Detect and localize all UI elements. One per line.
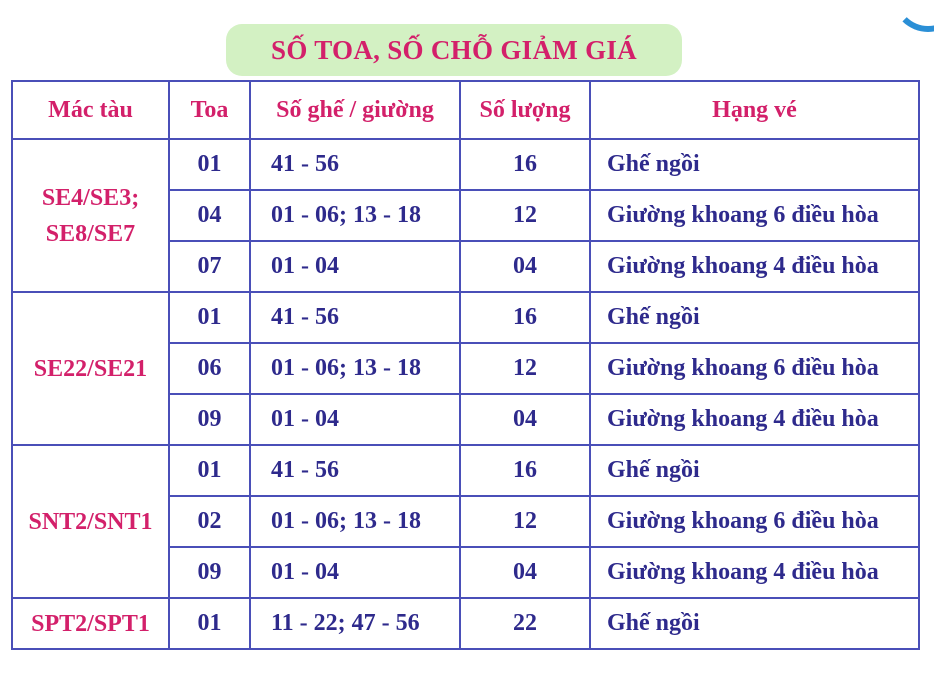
toa-cell: 02 bbox=[168, 495, 251, 548]
table-row: SNT2/SNT1 01 41 - 56 16 Ghế ngồi bbox=[11, 444, 920, 599]
qty-cell: 12 bbox=[459, 189, 591, 242]
qty-cell: 22 bbox=[459, 597, 591, 650]
table-row: 09 01 - 04 04 Giường khoang 4 điều hòa bbox=[12, 393, 920, 446]
train-code-cell: SE4/SE3; SE8/SE7 bbox=[11, 138, 170, 293]
table-row: SE4/SE3; SE8/SE7 01 41 - 56 16 Ghế ngồi bbox=[11, 138, 920, 293]
class-cell: Ghế ngồi bbox=[589, 138, 920, 191]
class-cell: Giường khoang 6 điều hòa bbox=[589, 342, 920, 395]
header-toa: Toa bbox=[168, 80, 251, 140]
toa-cell: 06 bbox=[168, 342, 251, 395]
table-row: 09 01 - 04 04 Giường khoang 4 điều hòa bbox=[12, 546, 920, 599]
seats-cell: 01 - 04 bbox=[249, 240, 461, 293]
header-qty: Số lượng bbox=[459, 80, 591, 140]
seats-cell: 01 - 06; 13 - 18 bbox=[249, 189, 461, 242]
table-header-row: Mác tàu Toa Số ghế / giường Số lượng Hạn… bbox=[11, 80, 920, 140]
seats-cell: 41 - 56 bbox=[249, 138, 461, 191]
header-seats: Số ghế / giường bbox=[249, 80, 461, 140]
class-cell: Giường khoang 4 điều hòa bbox=[589, 393, 920, 446]
table-row: 06 01 - 06; 13 - 18 12 Giường khoang 6 đ… bbox=[12, 342, 920, 395]
table-row: 04 01 - 06; 13 - 18 12 Giường khoang 6 đ… bbox=[12, 189, 920, 242]
class-cell: Giường khoang 4 điều hòa bbox=[589, 240, 920, 293]
table-row: SPT2/SPT1 01 11 - 22; 47 - 56 22 Ghế ngồ… bbox=[11, 597, 920, 650]
toa-cell: 09 bbox=[168, 546, 251, 599]
table-row: SE22/SE21 01 41 - 56 16 Ghế ngồi bbox=[11, 291, 920, 446]
class-cell: Ghế ngồi bbox=[589, 597, 920, 650]
qty-cell: 16 bbox=[459, 444, 591, 497]
class-cell: Ghế ngồi bbox=[589, 444, 920, 497]
seats-cell: 01 - 06; 13 - 18 bbox=[249, 342, 461, 395]
train-code-cell: SNT2/SNT1 bbox=[11, 444, 170, 599]
toa-cell: 04 bbox=[168, 189, 251, 242]
seats-cell: 11 - 22; 47 - 56 bbox=[249, 597, 461, 650]
table-row: 02 01 - 06; 13 - 18 12 Giường khoang 6 đ… bbox=[12, 495, 920, 548]
toa-cell: 07 bbox=[168, 240, 251, 293]
toa-cell: 09 bbox=[168, 393, 251, 446]
train-code-cell: SE22/SE21 bbox=[11, 291, 170, 446]
table-row: 07 01 - 04 04 Giường khoang 4 điều hòa bbox=[12, 240, 920, 293]
toa-cell: 01 bbox=[168, 597, 251, 650]
seats-cell: 01 - 06; 13 - 18 bbox=[249, 495, 461, 548]
qty-cell: 04 bbox=[459, 240, 591, 293]
seats-cell: 41 - 56 bbox=[249, 291, 461, 344]
seats-cell: 01 - 04 bbox=[249, 546, 461, 599]
seats-cell: 01 - 04 bbox=[249, 393, 461, 446]
class-cell: Giường khoang 4 điều hòa bbox=[589, 546, 920, 599]
toa-cell: 01 bbox=[168, 444, 251, 497]
class-cell: Giường khoang 6 điều hòa bbox=[589, 495, 920, 548]
qty-cell: 04 bbox=[459, 546, 591, 599]
qty-cell: 04 bbox=[459, 393, 591, 446]
class-cell: Giường khoang 6 điều hòa bbox=[589, 189, 920, 242]
toa-cell: 01 bbox=[168, 138, 251, 191]
corner-decoration bbox=[892, 0, 934, 32]
qty-cell: 16 bbox=[459, 138, 591, 191]
discount-table: Mác tàu Toa Số ghế / giường Số lượng Hạn… bbox=[11, 80, 920, 650]
seats-cell: 41 - 56 bbox=[249, 444, 461, 497]
qty-cell: 16 bbox=[459, 291, 591, 344]
qty-cell: 12 bbox=[459, 342, 591, 395]
train-code-line: SE8/SE7 bbox=[45, 220, 136, 247]
train-code-line: SE4/SE3; bbox=[41, 184, 140, 211]
qty-cell: 12 bbox=[459, 495, 591, 548]
toa-cell: 01 bbox=[168, 291, 251, 344]
page-title: SỐ TOA, SỐ CHỖ GIẢM GIÁ bbox=[226, 24, 682, 76]
header-train: Mác tàu bbox=[11, 80, 170, 140]
train-code-cell: SPT2/SPT1 bbox=[11, 597, 170, 650]
header-class: Hạng vé bbox=[589, 80, 920, 140]
class-cell: Ghế ngồi bbox=[589, 291, 920, 344]
